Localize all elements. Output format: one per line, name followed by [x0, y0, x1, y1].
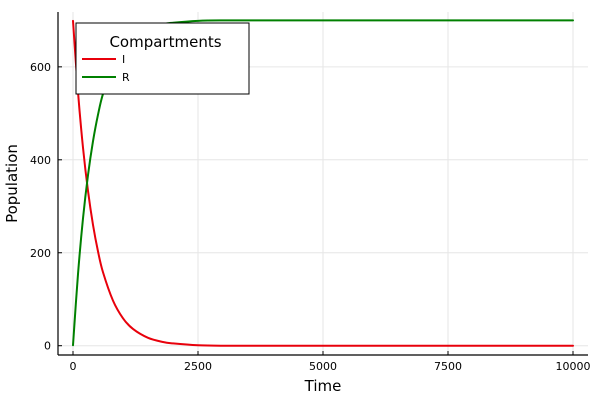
y-tick-label: 600: [30, 61, 51, 74]
x-axis-label: Time: [304, 377, 342, 395]
legend-label-R: R: [122, 71, 130, 84]
x-tick-label: 7500: [434, 360, 462, 373]
axes: [57, 12, 588, 356]
legend-items: IR: [82, 53, 130, 84]
y-tick-label: 200: [30, 247, 51, 260]
x-tick-label: 10000: [556, 360, 591, 373]
y-axis-label: Population: [3, 144, 21, 223]
x-tick-label: 0: [70, 360, 77, 373]
legend-title: Compartments: [109, 33, 221, 51]
x-tick-label: 5000: [309, 360, 337, 373]
legend: Compartments IR: [75, 22, 250, 95]
legend-label-I: I: [122, 53, 125, 66]
y-tick-label: 0: [44, 340, 51, 353]
y-tick-label: 400: [30, 154, 51, 167]
x-tick-label: 2500: [184, 360, 212, 373]
tick-labels: 0 2500 5000 7500 10000 0 200 400 600: [30, 61, 591, 373]
series-line-I: [72, 19, 574, 347]
